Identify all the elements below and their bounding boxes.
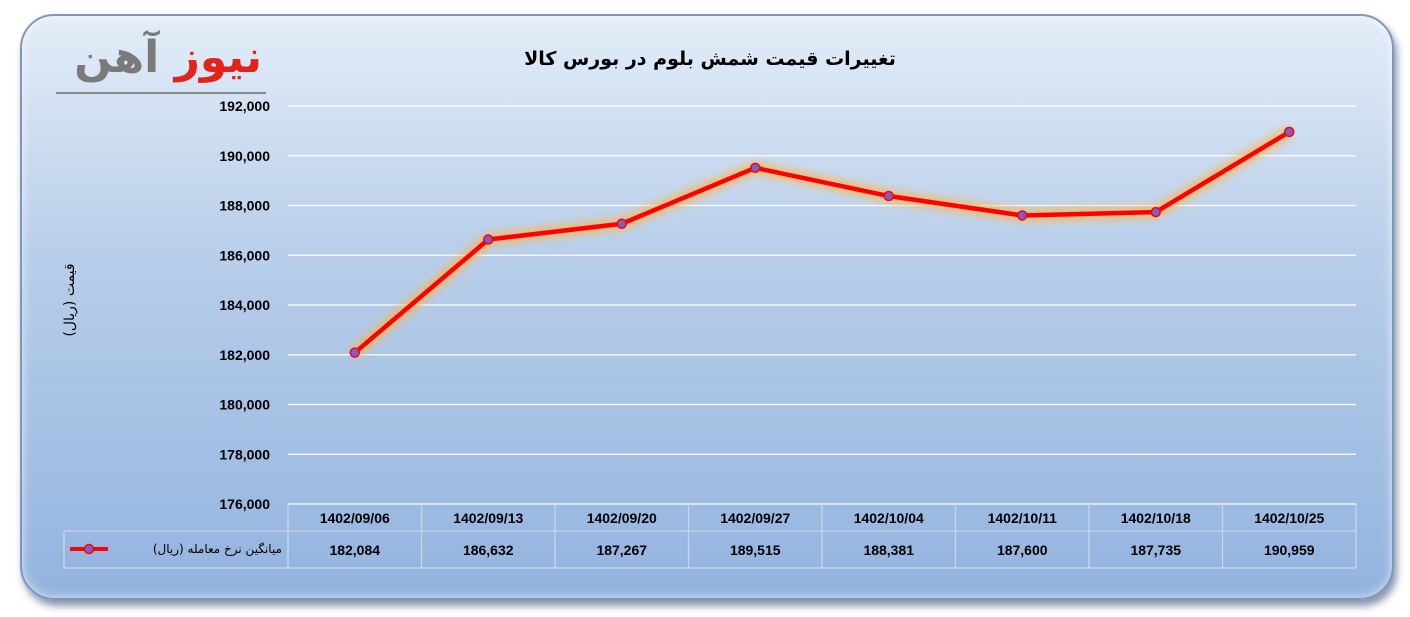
data-point — [883, 190, 894, 202]
chart-title: تغییرات قیمت شمش بلوم در بورس کالا — [524, 48, 896, 70]
data-value-label: 186,632 — [463, 542, 514, 558]
x-tick-label: 1402/09/06 — [320, 510, 390, 526]
y-tick-label: 178,000 — [219, 446, 270, 462]
x-tick-label: 1402/09/13 — [453, 510, 523, 526]
x-tick-label: 1402/10/11 — [988, 510, 1058, 526]
x-tick-label: 1402/10/25 — [1254, 510, 1324, 526]
data-value-label: 182,084 — [329, 542, 380, 558]
data-value-label: 187,735 — [1130, 542, 1181, 558]
gridlines — [288, 105, 1356, 505]
x-tick-label: 1402/09/20 — [587, 510, 657, 526]
data-point — [349, 347, 360, 358]
data-point — [750, 162, 761, 174]
x-tick-label: 1402/10/18 — [1121, 510, 1191, 526]
y-tick-label: 192,000 — [219, 98, 270, 114]
y-tick-label: 176,000 — [219, 496, 270, 512]
data-point — [1284, 126, 1295, 138]
data-value-label: 190,959 — [1264, 542, 1315, 558]
series-markers — [349, 126, 1295, 358]
y-tick-label: 184,000 — [219, 297, 270, 313]
logo-word-ahan: آهن — [74, 32, 160, 83]
data-value-label: 187,600 — [997, 542, 1048, 558]
logo: نیوز آهن — [52, 30, 262, 86]
logo-word-news: نیوز — [174, 32, 262, 83]
y-tick-labels: 176,000 178,000 180,000 182,000 184,000 186,0… — [219, 98, 270, 512]
y-tick-label: 188,000 — [219, 198, 270, 214]
data-value-label: 188,381 — [863, 542, 914, 558]
data-point — [1150, 206, 1161, 218]
y-tick-label: 190,000 — [219, 148, 270, 164]
data-point — [483, 234, 494, 245]
x-tick-label: 1402/10/04 — [854, 510, 924, 526]
series-line — [350, 126, 1293, 358]
series-line-path — [352, 129, 1292, 355]
y-tick-label: 186,000 — [219, 247, 270, 263]
chart-frame — [20, 14, 1394, 600]
y-tick-label: 182,000 — [219, 347, 270, 363]
data-point — [1017, 210, 1028, 221]
logo-underline — [56, 92, 266, 94]
legend-label: میانگین نرخ معامله (ریال) — [153, 542, 282, 557]
series-glow — [350, 126, 1293, 358]
y-tick-label: 180,000 — [219, 397, 270, 413]
data-value-label: 189,515 — [730, 542, 781, 558]
legend-marker-swatch — [83, 543, 95, 555]
data-table: 1402/09/06 1402/09/13 1402/09/20 1402/09/27… — [63, 504, 1357, 569]
data-value-label: 187,267 — [596, 542, 647, 558]
data-point — [616, 218, 627, 229]
x-tick-label: 1402/09/27 — [720, 510, 790, 526]
